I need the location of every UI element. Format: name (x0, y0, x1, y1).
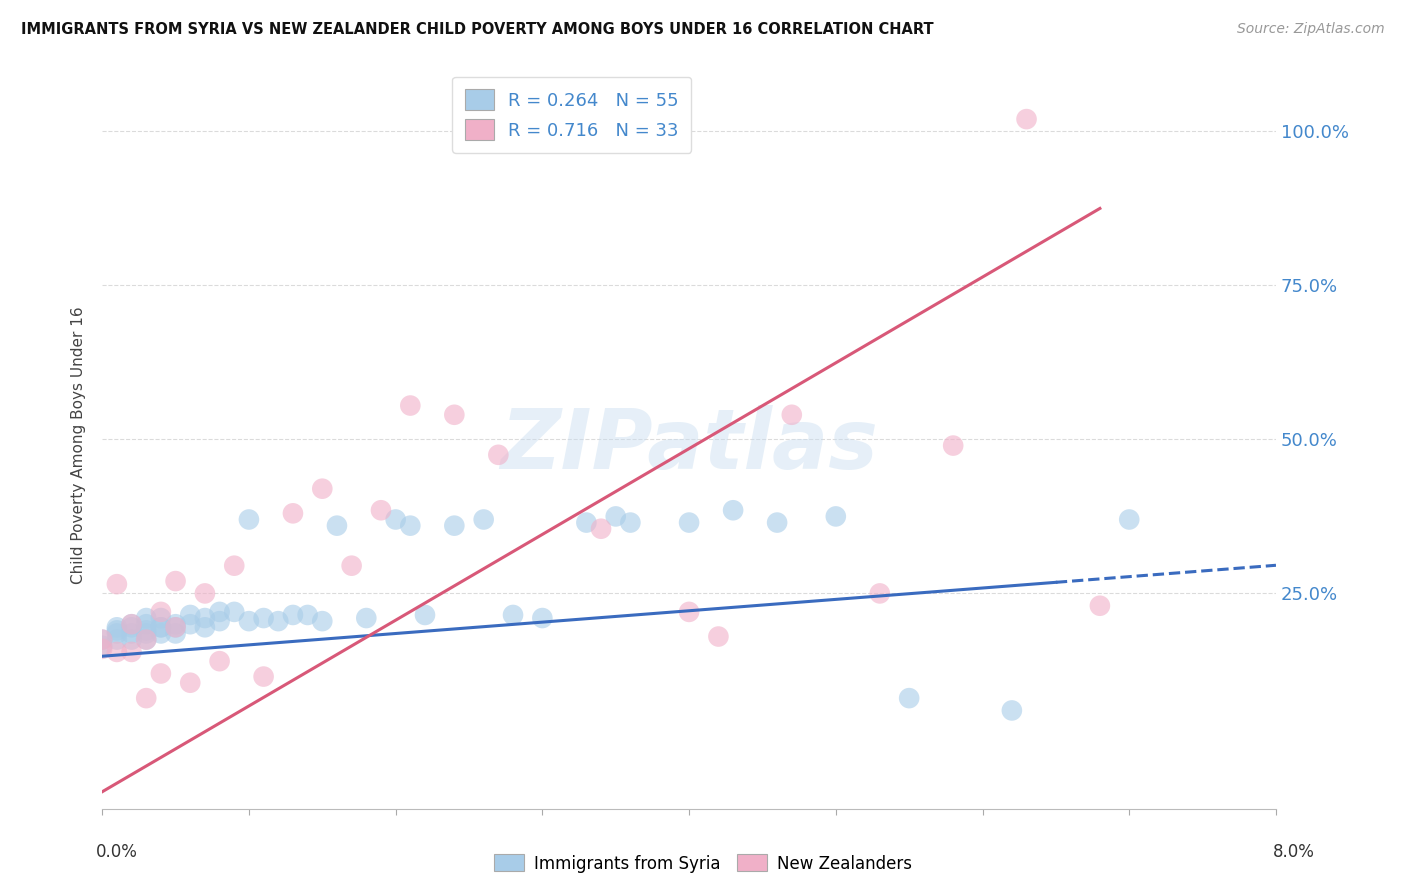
Point (311, 482, 333, 496)
Point (121, 617, 143, 632)
Point (105, 577, 128, 591)
Point (149, 620, 172, 634)
Text: 0.0%: 0.0% (96, 843, 138, 861)
Point (91, 632, 114, 647)
Point (281, 607, 304, 622)
Point (546, 118, 568, 132)
Point (443, 518, 465, 533)
Point (869, 586, 891, 600)
Point (898, 691, 921, 706)
Point (707, 630, 730, 644)
Point (165, 620, 187, 634)
Point (340, 558, 363, 573)
Point (443, 408, 465, 422)
Point (252, 669, 274, 683)
Point (194, 611, 217, 625)
Y-axis label: Child Poverty Among Boys Under 16: Child Poverty Among Boys Under 16 (72, 307, 86, 584)
Point (721, 503, 744, 517)
Point (149, 666, 172, 681)
Text: IMMIGRANTS FROM SYRIA VS NEW ZEALANDER CHILD POVERTY AMONG BOYS UNDER 16 CORRELA: IMMIGRANTS FROM SYRIA VS NEW ZEALANDER C… (21, 22, 934, 37)
Point (149, 626, 172, 640)
Point (208, 605, 231, 619)
Point (531, 611, 554, 625)
Point (165, 574, 187, 588)
Point (149, 605, 172, 619)
Point (135, 632, 157, 647)
Point (105, 632, 128, 647)
Legend: R = 0.264   N = 55, R = 0.716   N = 33: R = 0.264 N = 55, R = 0.716 N = 33 (453, 77, 692, 153)
Point (179, 607, 201, 622)
Point (224, 605, 246, 619)
Point (413, 607, 436, 622)
Point (165, 617, 187, 632)
Point (678, 516, 700, 530)
Point (1001, 703, 1024, 717)
Text: ZIPatlas: ZIPatlas (501, 405, 877, 486)
Point (121, 617, 143, 632)
Point (105, 624, 128, 638)
Point (194, 586, 217, 600)
Point (208, 614, 231, 628)
Point (575, 516, 598, 530)
Point (121, 632, 143, 647)
Point (91, 632, 114, 647)
Point (311, 614, 333, 628)
Point (281, 506, 304, 520)
Point (208, 654, 231, 668)
Point (824, 509, 846, 524)
Point (486, 448, 509, 462)
Point (179, 675, 201, 690)
Point (105, 645, 128, 659)
Point (619, 516, 641, 530)
Point (589, 522, 612, 536)
Point (165, 620, 187, 634)
Point (121, 620, 143, 634)
Point (224, 558, 246, 573)
Point (766, 516, 789, 530)
Point (605, 509, 627, 524)
Point (149, 611, 172, 625)
Text: 8.0%: 8.0% (1272, 843, 1315, 861)
Point (91, 641, 114, 656)
Point (267, 614, 290, 628)
Point (135, 624, 157, 638)
Point (165, 626, 187, 640)
Point (1088, 599, 1111, 613)
Point (1015, 112, 1038, 127)
Point (1118, 512, 1140, 526)
Point (252, 611, 274, 625)
Point (135, 626, 157, 640)
Legend: Immigrants from Syria, New Zealanders: Immigrants from Syria, New Zealanders (488, 847, 918, 880)
Point (384, 512, 406, 526)
Point (297, 607, 319, 622)
Point (105, 626, 128, 640)
Point (179, 617, 201, 632)
Point (149, 620, 172, 634)
Point (326, 518, 349, 533)
Point (399, 399, 422, 413)
Point (121, 645, 143, 659)
Point (780, 408, 803, 422)
Point (91, 639, 114, 653)
Point (135, 617, 157, 632)
Point (356, 611, 378, 625)
Point (194, 620, 217, 634)
Point (135, 611, 157, 625)
Point (399, 518, 422, 533)
Point (472, 512, 495, 526)
Point (135, 691, 157, 706)
Point (238, 614, 260, 628)
Text: Source: ZipAtlas.com: Source: ZipAtlas.com (1237, 22, 1385, 37)
Point (942, 439, 965, 453)
Point (238, 512, 260, 526)
Point (121, 626, 143, 640)
Point (502, 607, 524, 622)
Point (370, 503, 392, 517)
Point (678, 605, 700, 619)
Point (135, 632, 157, 647)
Point (105, 620, 128, 634)
